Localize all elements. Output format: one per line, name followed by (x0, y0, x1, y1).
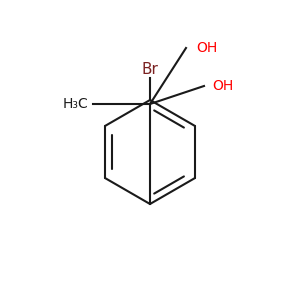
Text: OH: OH (212, 79, 233, 93)
Text: OH: OH (196, 41, 217, 55)
Text: H₃C: H₃C (62, 97, 88, 111)
Text: Br: Br (142, 61, 158, 76)
